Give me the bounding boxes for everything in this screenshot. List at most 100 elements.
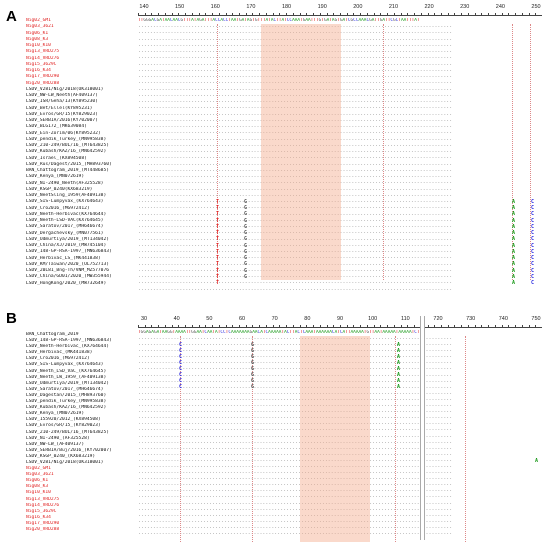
sequence-name: LSDV_Saratov/2017_(MH646674) [26,386,104,392]
alignment-row: ........................................… [138,274,453,279]
sequence-name: LSDV_Cro2016_(MG972412) [26,205,90,211]
sequence-name: LSDV_NW-LW_(AF409137) [26,441,85,447]
ruler-tick: 210 [388,4,399,10]
ruler-tick: 90 [336,316,344,322]
highlighted-region [261,24,341,280]
sequence-name: LSDV_Kubash/KAZ/16_(MN642592) [26,149,107,155]
alignment-a: ........................................… [138,24,542,293]
sequence-name: Nig08_K3 [26,484,49,490]
alignment-row: ........................................… [138,488,453,494]
ruler-tick: 80 [304,316,311,322]
variant-marker: T [216,230,220,237]
sequence-name: LSDV_SERBIA/Buj/2016_(KY702007) [26,447,112,453]
variant-marker: T [216,242,220,249]
sequence-name: LSDV_Bet/Ellel(KY895231) [26,105,93,111]
sequence-name: LSDV_pendik_Turkey_(MN995838) [26,136,107,142]
alignment-row: ........................................… [138,482,453,488]
ruler-tick: 100 [368,316,378,322]
alignment-row: ........................................… [138,230,453,236]
alignment-row: ........................................… [138,86,453,92]
sequence-name: LSDV_V281/Nig/2018(OK318001) [26,86,104,92]
alignment-row: ........................................… [138,67,453,73]
alignment-row: ........................................… [138,255,453,261]
variant-marker: G [244,205,248,212]
sequence-name: LSDV_210-249/BUL/16_(MT643825) [26,143,109,148]
alignment-row: ........................................… [138,55,453,61]
ruler-tick: 180 [281,4,292,10]
variant-marker: A [512,248,516,255]
sequence-name: Nig15_3629C [26,61,57,67]
alignment-row: ........................................… [138,378,453,384]
variant-marker: T [216,205,220,212]
alignment-row: ........................................… [138,372,453,378]
alignment-row: ........................................… [138,336,453,341]
sequence-name: LSDV_Udmurtiya/2019_(MT134042) [26,236,109,242]
consensus-sequence-a: TTGGGACGATAACAACGTTTATAGATTTACCACCTAATGA… [138,18,420,23]
sequence-name: Nig20_VRD288 [26,527,60,532]
sequence-name: LSDV_KSGP_0240_(KX683219) [26,453,96,459]
variant-marker: C [179,359,183,366]
sequence-name: Nig02_GM1 [26,18,51,23]
alignment-row: ........................................… [138,236,453,242]
sequence-name: LSDV_ISR/Geha/13(KY895230) [26,99,98,105]
variant-marker: C [531,211,535,218]
alignment-row: ........................................… [138,267,453,273]
column-guide [395,336,396,542]
column-guide [530,24,531,280]
sequence-name: LSDV_Neeth_LW_1959_(AF409138) [26,374,107,380]
variant-marker: G [244,267,248,274]
alignment-row: ........................................… [138,512,453,518]
variant-marker: A [397,341,401,348]
alignment-row: ........................................… [138,180,453,186]
ruler-tick: 220 [424,4,434,10]
ruler-tick: 720 [433,316,443,322]
variant-marker: G [251,366,255,372]
sequence-name: Nig06_K1 [26,478,49,484]
alignment-row: ........................................… [138,149,453,154]
alignment-row: ........................................… [138,415,453,421]
ruler-tick: 70 [271,316,278,322]
variant-marker: T [216,198,220,205]
alignment-row: ........................................… [138,433,453,439]
sequence-names-b: BAN_Chattogram_2019 LSDV_148-GP-RSA-1997_… [26,332,112,533]
variant-marker: C [531,261,535,268]
ruler-tick: 170 [246,4,256,10]
panel-b-label: B [6,310,17,327]
alignment-row: ........................................… [138,211,453,217]
sequence-name: LSDV_Dergachevsky_(MN077561) [26,230,104,236]
sequence-name: Nig17_VRD290 [26,520,60,526]
ruler-tick: 60 [238,316,246,322]
variant-marker: A [397,372,401,379]
ruler-tick: 200 [353,4,363,10]
variant-marker: C [179,372,183,379]
alignment-row: ........................................… [138,280,453,286]
alignment-row: ........................................… [138,286,453,292]
variant-marker: G [244,198,248,205]
alignment-row: ........................................… [138,130,453,136]
alignment-row: ........................................… [138,36,453,42]
sequence-name: Nig15_3629C [26,508,57,514]
alignment-row: ........................................… [138,42,453,48]
ruler-tick: 240 [495,4,505,10]
consensus-sequence-b: TGGAGAGATAAGGTAAAATTGGAATCAATATCCTCAAAAA… [138,330,420,335]
alignment-row: ........................................… [138,174,453,179]
alignment-row: ........................................… [138,427,453,433]
variant-marker: A [512,205,516,212]
sequence-name: LSDV_SIS-Lumpyvax_(KX764643) [26,362,104,368]
variant-marker: G [251,359,255,366]
variant-marker: G [244,273,248,280]
panel-a: A Nig02_GM1 Nig03_3621 Nig06_K1 Nig08_K3 Nig… [6,4,542,293]
alignment-row: ........................................… [138,99,453,104]
sequence-name: LSDV_Kenya_(MN072619) [26,411,85,417]
alignment-row: ........................................… [138,49,453,54]
alignment-row: ........................................… [138,186,453,192]
alignment-row: ........................................… [138,500,453,506]
sequence-name: BAN_Chattogram_2019_(MT448685) [26,168,109,173]
variant-marker: T [216,217,220,224]
variant-marker: A [512,242,516,249]
alignment-row: ........................................… [138,74,453,79]
alignment-row: ........................................… [138,348,453,354]
sequence-name: LSDV_China/XJ/2019_(MW745104) [26,243,107,248]
variant-marker: G [251,341,255,348]
variant-marker: A [512,267,516,274]
